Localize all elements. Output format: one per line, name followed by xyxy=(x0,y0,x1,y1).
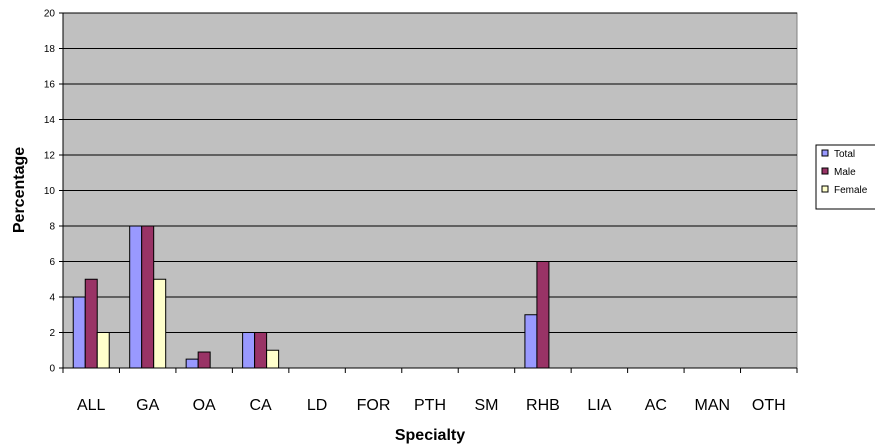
legend-swatch-male xyxy=(821,167,829,175)
x-tick-label: RHB xyxy=(526,397,560,414)
legend-label-total: Total xyxy=(834,149,855,160)
x-tick-label: OA xyxy=(193,397,216,414)
y-tick-label: 16 xyxy=(44,80,56,91)
y-tick-label: 0 xyxy=(49,364,55,375)
bar-male-rhb xyxy=(536,261,550,369)
x-axis-title: Specialty xyxy=(395,427,465,444)
y-tick-label: 2 xyxy=(49,328,55,339)
legend-label-female: Female xyxy=(834,185,868,196)
legend-swatch-female xyxy=(821,185,829,193)
y-tick-label: 4 xyxy=(49,293,55,304)
y-tick-label: 10 xyxy=(44,186,56,197)
bar-male-ca xyxy=(254,332,268,369)
bar-male-all xyxy=(84,278,98,369)
x-tick-label: FOR xyxy=(357,397,391,414)
x-tick-label: AC xyxy=(645,397,667,414)
bars xyxy=(72,225,550,369)
gridlines xyxy=(63,12,797,333)
legend: Total Male Female xyxy=(815,144,875,210)
bar-male-oa xyxy=(197,351,211,369)
y-tick-label: 18 xyxy=(44,44,56,55)
bar-total-ga xyxy=(129,225,143,369)
bar-female-ga xyxy=(153,278,167,369)
y-tick-label: 20 xyxy=(44,9,56,20)
y-axis-title: Percentage xyxy=(11,147,28,233)
x-tick-label: SM xyxy=(474,397,498,414)
x-tick-label: ALL xyxy=(77,397,106,414)
bar-total-all xyxy=(72,296,86,369)
bar-male-ga xyxy=(141,225,155,369)
bar-total-oa xyxy=(185,358,199,369)
bar-female-ca xyxy=(266,349,280,369)
y-tick-label: 8 xyxy=(49,222,55,233)
x-tick-label: LD xyxy=(307,397,327,414)
y-tick-label: 14 xyxy=(44,115,56,126)
y-tick-label: 6 xyxy=(49,257,55,268)
legend-swatch-total xyxy=(821,149,829,157)
x-tick-label: CA xyxy=(249,397,272,414)
x-tick-label: MAN xyxy=(695,397,731,414)
bar-total-ca xyxy=(242,332,256,369)
bar-female-all xyxy=(96,332,110,369)
x-tick-label: LIA xyxy=(587,397,611,414)
y-ticks: 0 2 4 6 8 10 12 14 16 18 20 xyxy=(44,9,63,375)
legend-label-male: Male xyxy=(834,167,856,178)
bar-total-rhb xyxy=(524,314,538,369)
x-tick-label: OTH xyxy=(752,397,786,414)
x-ticks: ALL GA OA CA LD FOR PTH SM RHB LIA AC MAN OTH xyxy=(62,368,798,414)
y-tick-label: 12 xyxy=(44,151,56,162)
x-tick-label: GA xyxy=(136,397,159,414)
x-tick-label: PTH xyxy=(414,397,446,414)
